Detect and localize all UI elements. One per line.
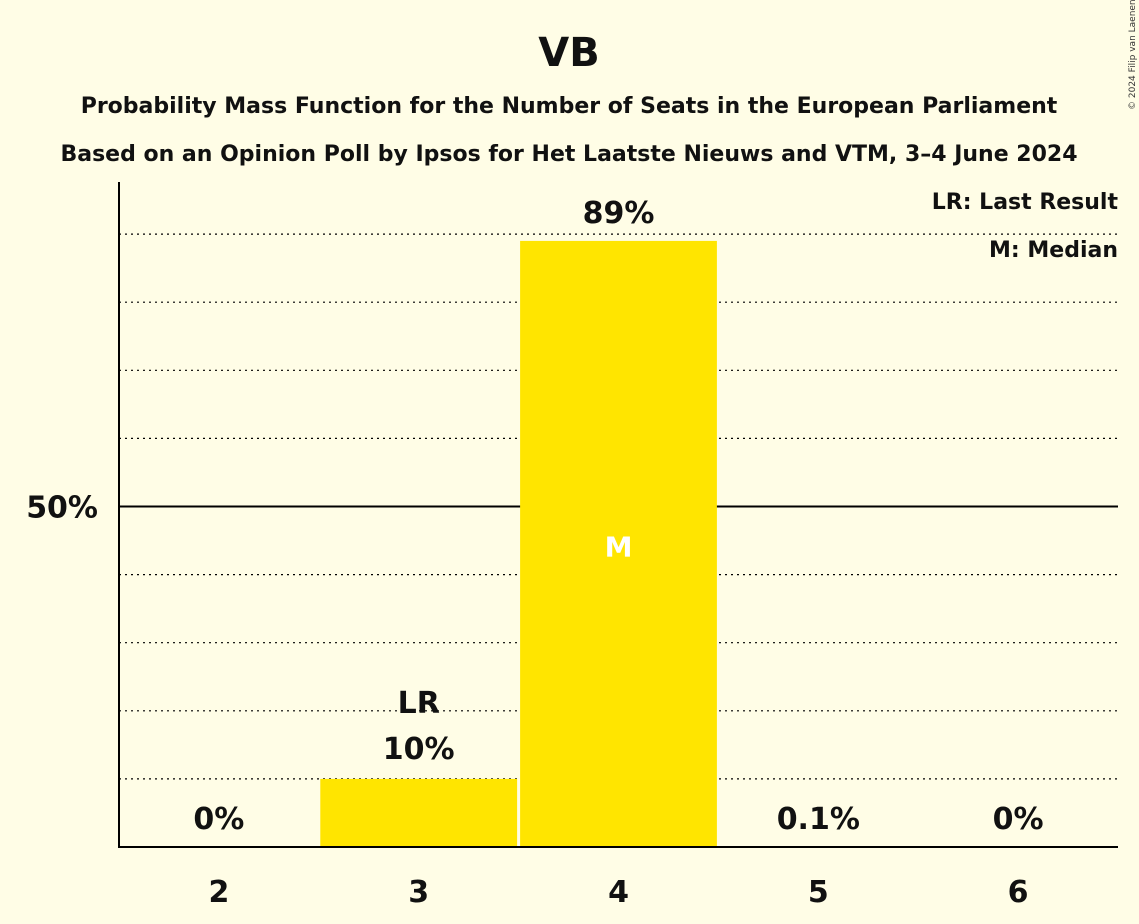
median-marker: M — [605, 531, 633, 564]
bar-3 — [320, 778, 518, 847]
chart-subtitle: Probability Mass Function for the Number… — [81, 94, 1058, 119]
x-tick-5: 5 — [808, 875, 829, 910]
copyright-notice: © 2024 Filip van Laenen — [1128, 0, 1138, 110]
value-label-2: 0% — [193, 802, 244, 837]
chart-subtitle-2: Based on an Opinion Poll by Ipsos for He… — [60, 142, 1077, 167]
y-tick-50: 50% — [26, 491, 98, 526]
axes — [118, 182, 1118, 848]
x-tick-2: 2 — [208, 875, 229, 910]
value-label-6: 0% — [993, 802, 1044, 837]
x-tick-4: 4 — [608, 875, 629, 910]
last-result-marker: LR — [398, 686, 440, 721]
value-label-4: 89% — [583, 196, 655, 231]
bars — [320, 240, 917, 847]
legend-last-result: LR: Last Result — [932, 190, 1119, 215]
labels: 2 0% 3 10% LR 4 89% M 5 0.1% 6 0% 50% — [26, 196, 1043, 910]
x-tick-6: 6 — [1008, 875, 1029, 910]
value-label-3: 10% — [383, 732, 455, 767]
value-label-5: 0.1% — [777, 802, 860, 837]
bar-4 — [520, 240, 717, 847]
legend-median: M: Median — [989, 238, 1118, 263]
x-tick-3: 3 — [408, 875, 429, 910]
chart-title: VB — [538, 30, 599, 76]
